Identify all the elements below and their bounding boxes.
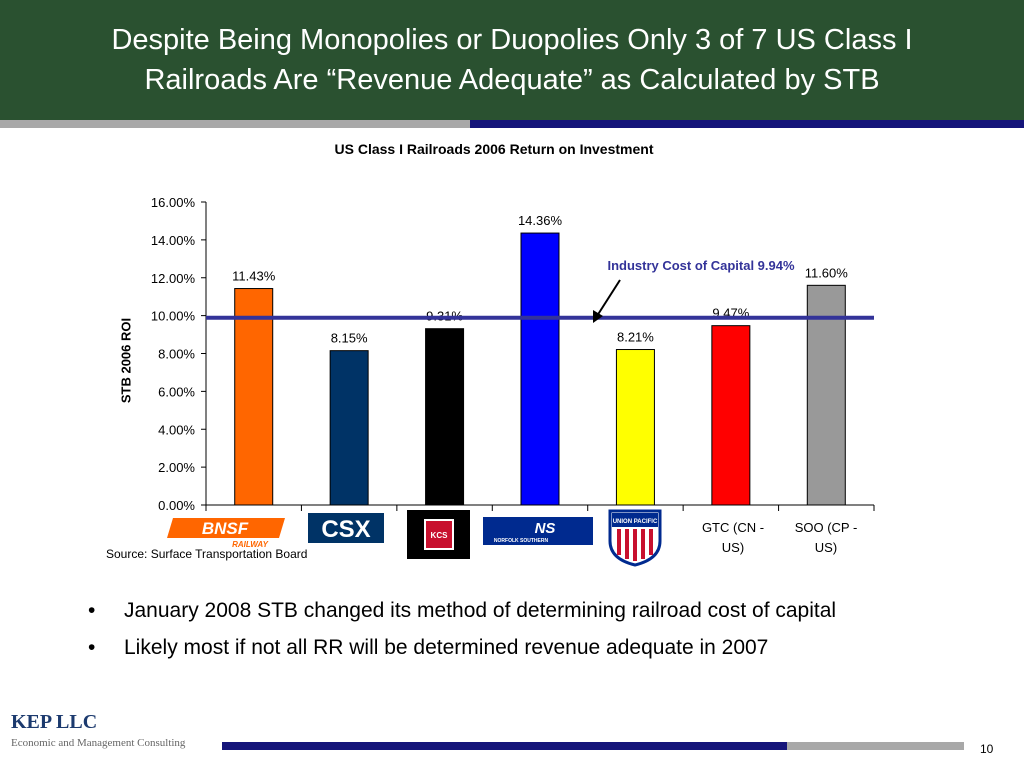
bar bbox=[425, 328, 465, 506]
bar bbox=[711, 325, 751, 506]
cost-of-capital-label: Industry Cost of Capital 9.94% bbox=[607, 258, 795, 273]
up-logo-text: UNION PACIFIC bbox=[613, 519, 658, 525]
bnsf-logo-subtext: RAILWAY bbox=[232, 540, 269, 548]
company-tagline: Economic and Management Consulting bbox=[11, 737, 186, 749]
category-label-gtc: GTC (CN - US) bbox=[688, 518, 778, 558]
y-tick-label: 6.00% bbox=[158, 384, 195, 399]
y-tick-label: 10.00% bbox=[151, 309, 196, 324]
kcs-logo-text: KCS bbox=[431, 531, 449, 540]
data-label: 8.21% bbox=[617, 330, 654, 345]
y-tick-label: 8.00% bbox=[158, 347, 195, 362]
data-label: 14.36% bbox=[518, 213, 563, 228]
slide-title: Despite Being Monopolies or Duopolies On… bbox=[0, 20, 1024, 100]
source-note: Source: Surface Transportation Board bbox=[106, 547, 308, 561]
x-axis bbox=[205, 504, 875, 511]
union-pacific-logo: UNION PACIFIC bbox=[606, 507, 664, 572]
bullet-item: January 2008 STB changed its method of d… bbox=[88, 596, 968, 625]
bar bbox=[615, 349, 655, 506]
title-accent-bar-grey bbox=[0, 120, 470, 128]
data-label: 11.43% bbox=[232, 269, 276, 284]
csx-logo: CSX bbox=[308, 513, 384, 548]
slide-title-line-2: Railroads Are “Revenue Adequate” as Calc… bbox=[144, 64, 880, 96]
y-tick-label: 2.00% bbox=[158, 460, 195, 475]
bar bbox=[329, 350, 369, 506]
category-label-soo: SOO (CP - US) bbox=[781, 518, 871, 558]
title-accent-bar-navy bbox=[470, 120, 1024, 128]
data-label: 11.60% bbox=[805, 265, 849, 280]
bnsf-logo-text: BNSF bbox=[202, 519, 249, 538]
y-tick-label: 0.00% bbox=[158, 498, 195, 513]
callout-arrow-head bbox=[593, 310, 603, 323]
data-label: 8.15% bbox=[331, 331, 368, 346]
callout-arrow-line bbox=[596, 279, 621, 317]
company-logo-text: KEP LLC bbox=[11, 711, 98, 733]
category-label-gtc-text: GTC (CN - US) bbox=[701, 520, 765, 555]
csx-logo-text: CSX bbox=[321, 516, 370, 543]
title-banner bbox=[0, 0, 1024, 120]
bar bbox=[234, 288, 274, 506]
reference-line-group: Industry Cost of Capital 9.94% bbox=[206, 258, 874, 323]
chart-title: US Class I Railroads 2006 Return on Inve… bbox=[334, 141, 654, 157]
bullet-item: Likely most if not all RR will be determ… bbox=[88, 633, 968, 662]
roi-bar-chart: 0.00% 2.00% 4.00% 6.00% 8.00% 10.00% 12.00% 14.… bbox=[151, 195, 875, 513]
norfolk-southern-logo: NS NORFOLK SOUTHERN bbox=[483, 517, 593, 550]
kcs-logo: KCS bbox=[407, 510, 470, 564]
page-number: 10 bbox=[980, 742, 994, 756]
category-label-soo-text: SOO (CP - US) bbox=[794, 520, 858, 555]
ns-logo-text: NS bbox=[535, 520, 556, 537]
y-tick-label: 12.00% bbox=[151, 271, 196, 286]
y-tick-label: 16.00% bbox=[151, 195, 196, 210]
footer-accent-bar-navy bbox=[222, 742, 787, 750]
slide-title-line-1: Despite Being Monopolies or Duopolies On… bbox=[111, 24, 913, 56]
y-axis-label: STB 2006 ROI bbox=[118, 317, 134, 404]
bars: 11.43%8.15%9.31%14.36%8.21%9.47%11.60% bbox=[232, 213, 849, 506]
bar bbox=[520, 232, 560, 506]
footer-accent-bar-grey bbox=[787, 742, 964, 750]
y-tick-label: 4.00% bbox=[158, 422, 195, 437]
bullet-list: January 2008 STB changed its method of d… bbox=[88, 596, 968, 670]
bnsf-logo: BNSF RAILWAY bbox=[165, 514, 287, 553]
y-axis: 0.00% 2.00% 4.00% 6.00% 8.00% 10.00% 12.00% 14.… bbox=[151, 195, 207, 513]
ns-logo-subtext: NORFOLK SOUTHERN bbox=[494, 538, 549, 544]
y-tick-label: 14.00% bbox=[151, 233, 196, 248]
